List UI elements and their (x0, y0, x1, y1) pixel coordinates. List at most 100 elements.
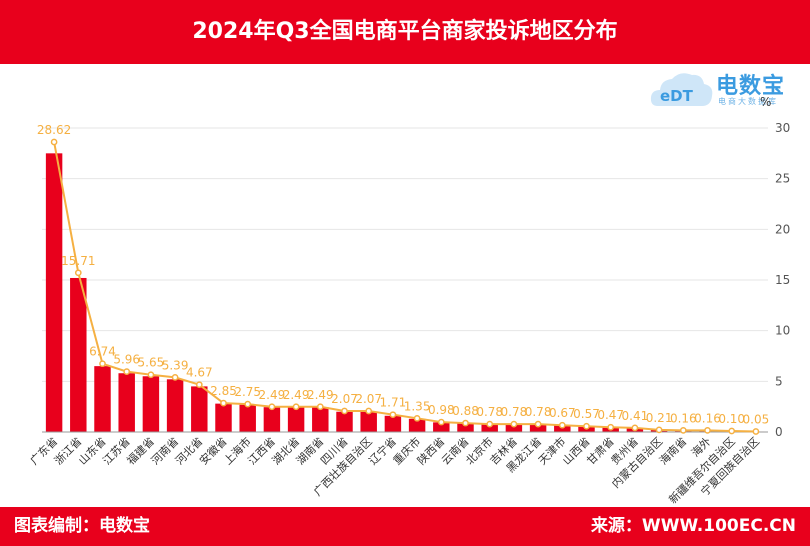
line-point (50, 138, 58, 146)
bar (360, 411, 377, 432)
line-point (655, 426, 663, 434)
line-point (195, 381, 203, 389)
header-bar (0, 0, 810, 64)
data-label: 28.62 (37, 123, 71, 137)
data-label: 5.39 (162, 358, 189, 372)
data-label: 0.78 (476, 405, 503, 419)
logo-subtext: 电商大数据库 (718, 97, 778, 106)
data-label: 2.75 (234, 385, 261, 399)
bar (215, 403, 232, 432)
bar (239, 404, 256, 432)
line-point (74, 269, 82, 277)
data-label: 15.71 (61, 254, 95, 268)
data-label: 0.05 (743, 412, 770, 426)
data-label: 0.88 (452, 404, 479, 418)
line-point (413, 414, 421, 422)
data-label: 0.67 (549, 406, 576, 420)
y-tick-label: 10 (775, 324, 790, 338)
bar (287, 407, 305, 432)
bar (142, 376, 160, 432)
data-label: 4.67 (186, 366, 213, 380)
line-point (437, 418, 445, 426)
line-point (171, 374, 179, 381)
line-point (704, 427, 711, 434)
data-label: 0.21 (646, 411, 673, 425)
line-point (728, 427, 736, 435)
line-point (583, 422, 590, 430)
svg-text:eDT: eDT (660, 87, 694, 105)
data-label: 2.49 (259, 388, 286, 402)
y-tick-label: 25 (775, 172, 790, 186)
bar (408, 418, 426, 432)
footer-credit: 图表编制：电数宝 (14, 516, 150, 536)
logo-text: 电数宝 (716, 74, 786, 99)
bar (336, 411, 353, 432)
y-tick-label: 20 (775, 222, 790, 236)
line-point (220, 399, 227, 407)
y-tick-label: 5 (775, 374, 783, 388)
bar (191, 386, 208, 432)
bar (70, 277, 87, 432)
data-label: 2.49 (283, 388, 310, 402)
line-point (341, 407, 348, 415)
line-point (752, 428, 760, 435)
data-label: 2.85 (210, 384, 237, 398)
line-point (462, 419, 469, 427)
bar-line-chart: 0 5 10 15 20 25 30 28.62 15.71 6.745.965.655.394.… (28, 121, 791, 506)
bar (457, 423, 474, 432)
bar (94, 366, 111, 432)
data-label: 6.74 (89, 345, 116, 359)
bar (505, 424, 523, 432)
line-point (99, 360, 106, 368)
data-label: 0.78 (525, 405, 552, 419)
y-tick-label: 30 (775, 121, 790, 135)
line-point (510, 420, 518, 428)
footer-source: 来源：WWW.100EC.CN (590, 516, 796, 536)
line-point (389, 411, 397, 419)
line-point (244, 400, 252, 408)
footer-bar: 图表编制：电数宝 来源：WWW.100EC.CN (0, 507, 810, 546)
bar (481, 424, 498, 432)
data-label: 1.35 (404, 399, 431, 413)
line-point (147, 371, 155, 379)
line-point (534, 420, 542, 428)
line-point (365, 407, 373, 415)
line-point (679, 427, 687, 434)
data-label: 0.10 (718, 412, 745, 426)
data-label: 5.65 (138, 356, 165, 370)
data-label: 1.71 (380, 396, 407, 410)
line-point (123, 368, 131, 375)
y-tick-label: 15 (775, 273, 790, 287)
data-label: 5.96 (113, 353, 140, 367)
bar (118, 373, 135, 432)
bar (384, 415, 402, 432)
bar (166, 379, 184, 432)
cloud-logo-icon: eDT (650, 73, 713, 106)
bar (529, 424, 547, 432)
data-label: 2.49 (307, 388, 334, 402)
data-label: 0.41 (622, 409, 649, 423)
bar (263, 407, 281, 432)
y-tick-label: 0 (775, 425, 783, 439)
data-label: 0.16 (694, 411, 721, 425)
bar (312, 407, 329, 432)
data-label: 0.57 (573, 407, 600, 421)
x-tick-label: 海南省 (656, 434, 689, 467)
line-point (607, 423, 615, 431)
line-point (558, 421, 566, 429)
line-point (631, 424, 639, 432)
bar (554, 425, 571, 432)
logo: eDT 电数宝 电商大数据库 (648, 66, 788, 114)
line-point (316, 403, 324, 411)
line-point (486, 420, 494, 428)
data-label: 2.07 (331, 392, 358, 406)
line-point (292, 403, 300, 411)
line-point (268, 403, 276, 411)
data-label: 0.78 (501, 405, 528, 419)
data-label: 0.47 (597, 408, 624, 422)
data-label: 0.16 (670, 411, 697, 425)
bar (45, 153, 63, 433)
bar (433, 422, 450, 432)
y-axis-unit: % (760, 95, 772, 109)
trend-line (53, 141, 756, 433)
